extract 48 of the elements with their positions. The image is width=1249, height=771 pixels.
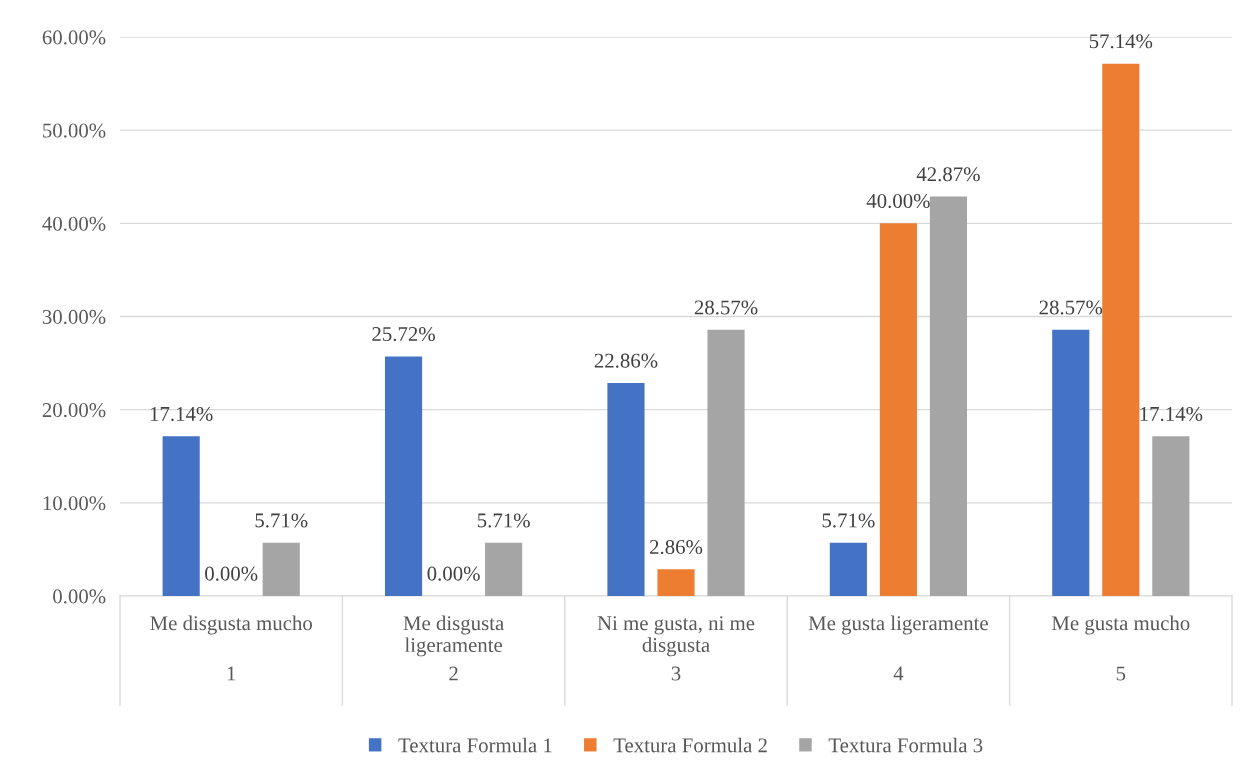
data-label: 42.87% bbox=[916, 167, 980, 182]
bar bbox=[262, 542, 300, 596]
data-label: 2.86% bbox=[650, 539, 703, 555]
legend-label: Textura Formula 3 bbox=[828, 737, 983, 753]
x-tick-label: Me gusta ligeramente bbox=[808, 615, 988, 635]
text: 4 bbox=[893, 666, 904, 681]
bar bbox=[657, 569, 695, 596]
text: 3 bbox=[671, 666, 681, 681]
data-label: 5.71% bbox=[477, 513, 530, 528]
data-label: 5.71% bbox=[822, 513, 875, 528]
bar bbox=[485, 542, 523, 596]
x-tick-label: Ni me gusta, ni me disgusta bbox=[597, 616, 755, 657]
data-label: 5.71% bbox=[255, 513, 308, 528]
text: 1 bbox=[227, 666, 236, 681]
data-label: 40.00% bbox=[866, 193, 930, 209]
legend-label: Textura Formula 2 bbox=[613, 737, 767, 753]
text: 5 bbox=[1116, 666, 1126, 681]
bar bbox=[1052, 329, 1090, 596]
bar bbox=[1102, 63, 1140, 596]
y-tick-label: 40.00% bbox=[42, 216, 106, 231]
bar bbox=[707, 329, 745, 596]
data-label: 22.86% bbox=[594, 353, 658, 368]
legend-label: Textura Formula 1 bbox=[398, 737, 552, 753]
data-label: 0.00% bbox=[205, 566, 258, 581]
x-tick-label: Me disgusta mucho bbox=[150, 615, 312, 635]
bar bbox=[929, 196, 968, 596]
bar bbox=[1152, 436, 1190, 596]
data-label: 57.14% bbox=[1089, 34, 1153, 49]
data-label: 25.72% bbox=[372, 326, 435, 342]
y-tick-label: 0.00% bbox=[53, 589, 106, 604]
text: 2 bbox=[449, 666, 458, 681]
x-tick-label: Me gusta mucho bbox=[1051, 615, 1190, 635]
bar bbox=[162, 436, 200, 596]
y-tick-label: 60.00% bbox=[42, 30, 106, 45]
bar bbox=[384, 356, 423, 596]
y-tick-label: 50.00% bbox=[43, 123, 106, 138]
data-label: 28.57% bbox=[694, 300, 758, 315]
x-tick-label: Me disgusta ligeramente bbox=[403, 615, 504, 657]
bar bbox=[879, 223, 917, 596]
data-label: 17.14% bbox=[1140, 406, 1203, 422]
bar bbox=[607, 383, 645, 596]
y-tick-label: 20.00% bbox=[42, 403, 106, 418]
data-label: 28.57% bbox=[1039, 300, 1103, 315]
data-label: 0.00% bbox=[427, 566, 480, 581]
y-tick-label: 10.00% bbox=[43, 496, 106, 511]
bar bbox=[829, 542, 867, 596]
y-tick-label: 30.00% bbox=[42, 309, 106, 325]
data-label: 17.14% bbox=[150, 406, 213, 422]
